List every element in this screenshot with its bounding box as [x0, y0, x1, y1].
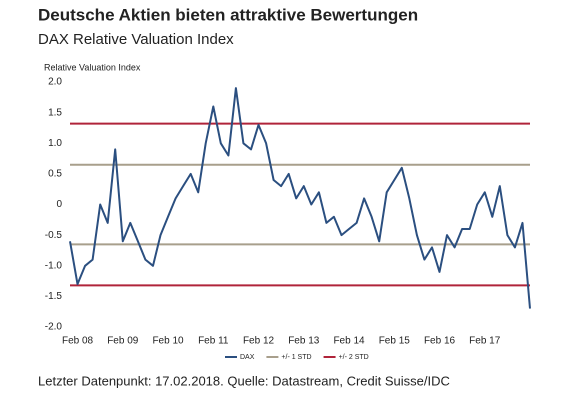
y-tick-label: 1.5 — [48, 107, 62, 118]
y-tick-label: -2.0 — [45, 322, 63, 333]
x-tick-label: Feb 16 — [424, 336, 456, 347]
legend-label: +/- 1 STD — [281, 354, 311, 361]
chart-title: Deutsche Aktien bieten attraktive Bewert… — [38, 5, 418, 24]
x-tick-label: Feb 17 — [469, 336, 501, 347]
x-tick-label: Feb 13 — [288, 336, 320, 347]
legend-label: +/- 2 STD — [339, 354, 369, 361]
legend-label: DAX — [240, 354, 255, 361]
y-tick-label: 2.0 — [48, 77, 62, 88]
x-tick-label: Feb 15 — [379, 336, 411, 347]
y-tick-label: -0.5 — [45, 230, 63, 241]
data-line — [69, 87, 531, 309]
x-tick-label: Feb 08 — [62, 336, 94, 347]
chart-subtitle: DAX Relative Valuation Index — [38, 31, 234, 48]
y-tick-label: 0.5 — [48, 169, 62, 180]
x-tick-label: Feb 11 — [198, 336, 229, 347]
y-tick-label: -1.5 — [45, 291, 63, 302]
y-tick-label: -1.0 — [45, 260, 63, 271]
y-axis-label: Relative Valuation Index — [44, 62, 141, 72]
x-tick-label: Feb 12 — [243, 336, 275, 347]
footnote: Letzter Datenpunkt: 17.02.2018. Quelle: … — [38, 373, 450, 388]
x-tick-label: Feb 10 — [152, 336, 184, 347]
y-tick-label: 1.0 — [48, 138, 62, 149]
x-tick-label: Feb 09 — [107, 336, 139, 347]
x-tick-label: Feb 14 — [333, 336, 365, 347]
y-tick-label: 0 — [56, 199, 62, 210]
